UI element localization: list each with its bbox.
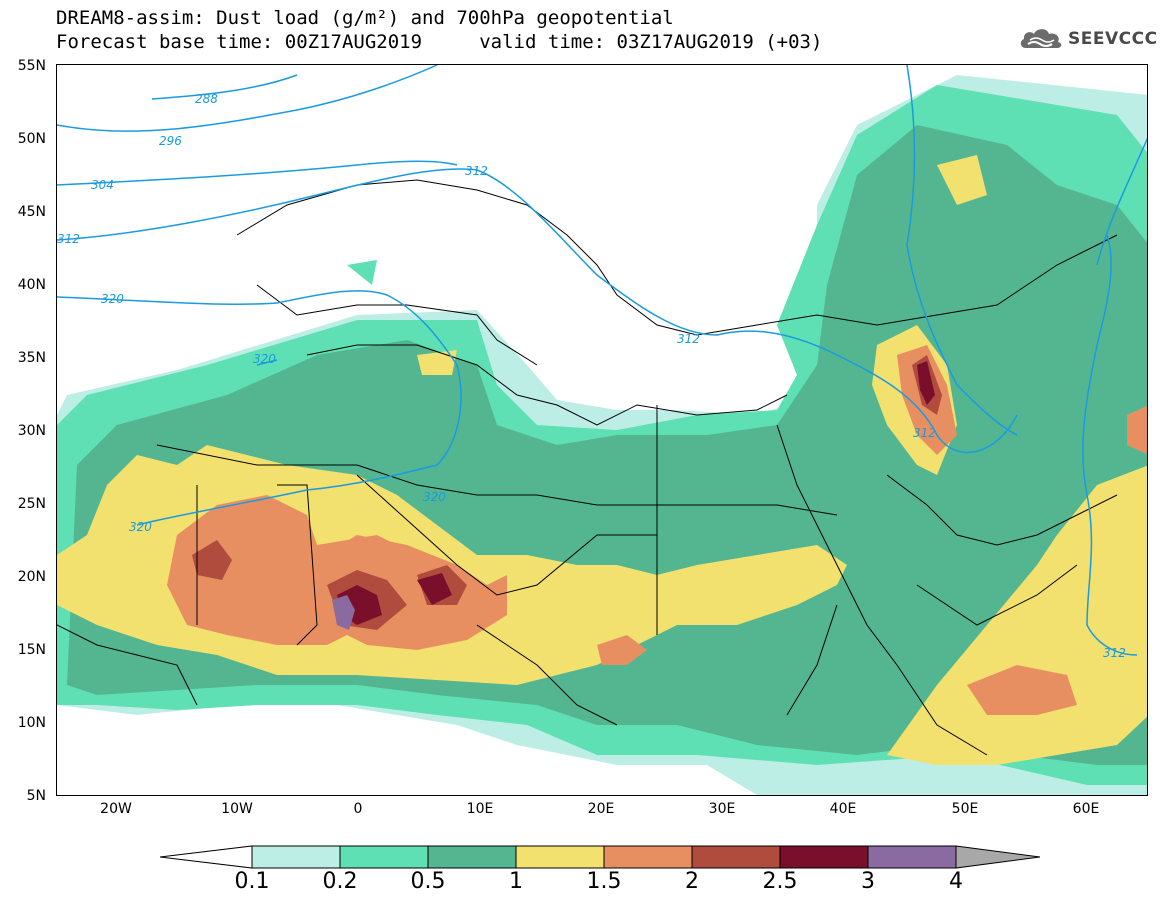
colorbar-bin-3-4 bbox=[867, 845, 957, 869]
colorbar-bin-2.5-3 bbox=[779, 845, 869, 869]
contour-label-320-spain: 320 bbox=[253, 352, 276, 366]
colorbar-label-0.1: 0.1 bbox=[234, 869, 270, 894]
contour-label-312-arabian-sea: 312 bbox=[1103, 646, 1126, 660]
lat-label-10n: 10N bbox=[17, 715, 46, 731]
lat-label-20n: 20N bbox=[17, 569, 46, 585]
colorbar-bin-0.2-0.5 bbox=[339, 845, 429, 869]
lon-label-0: 0 bbox=[353, 801, 363, 817]
lon-label-10e: 10E bbox=[466, 801, 494, 817]
lon-label-60e: 60E bbox=[1072, 801, 1100, 817]
contour-label-312-greece: 312 bbox=[677, 332, 700, 346]
colorbar-bin-2-2.5 bbox=[691, 845, 781, 869]
lat-label-50n: 50N bbox=[17, 131, 46, 147]
dust-field-3 bbox=[332, 595, 355, 630]
lat-label-35n: 35N bbox=[17, 350, 46, 366]
contour-label-312-iraq: 312 bbox=[913, 426, 936, 440]
contour-labels: 288 296 304 312 320 320 320 320 312 312 … bbox=[57, 92, 1126, 660]
map-panel: 288 296 304 312 320 320 320 320 312 312 … bbox=[56, 64, 1148, 796]
contour-label-288: 288 bbox=[195, 92, 218, 106]
lon-label-30e: 30E bbox=[708, 801, 736, 817]
lat-label-40n: 40N bbox=[17, 277, 46, 293]
colorbar-label-4: 4 bbox=[949, 869, 963, 894]
colorbar-over-arrow bbox=[955, 845, 1040, 869]
lat-label-55n: 55N bbox=[17, 58, 46, 74]
logo-text: SEEVCCC bbox=[1068, 29, 1158, 49]
colorbar-label-2: 2 bbox=[685, 869, 699, 894]
contour-label-320-west: 320 bbox=[101, 292, 124, 306]
colorbar-label-3: 3 bbox=[861, 869, 875, 894]
colorbar-under-arrow bbox=[160, 845, 253, 869]
contour-label-320-sahara: 320 bbox=[423, 490, 446, 504]
colorbar-bin-1-1.5 bbox=[515, 845, 605, 869]
colorbar-label-2.5: 2.5 bbox=[762, 869, 798, 894]
colorbar-label-0.2: 0.2 bbox=[322, 869, 358, 894]
lon-label-20w: 20W bbox=[100, 801, 132, 817]
colorbar-label-0.5: 0.5 bbox=[410, 869, 446, 894]
contour-label-312-west: 312 bbox=[57, 232, 80, 246]
contour-label-312-europe: 312 bbox=[465, 164, 488, 178]
lat-label-5n: 5N bbox=[26, 788, 46, 804]
colorbar-label-1.5: 1.5 bbox=[586, 869, 622, 894]
colorbar-label-1: 1 bbox=[509, 869, 523, 894]
lat-label-45n: 45N bbox=[17, 204, 46, 220]
cloud-icon bbox=[1020, 29, 1062, 48]
contour-label-320-atlantic: 320 bbox=[129, 520, 152, 534]
seevccc-logo: SEEVCCC bbox=[1018, 26, 1158, 52]
colorbar bbox=[160, 845, 1040, 869]
dust-load-map: 288 296 304 312 320 320 320 320 312 312 … bbox=[57, 65, 1147, 795]
lon-label-20e: 20E bbox=[587, 801, 615, 817]
lat-label-15n: 15N bbox=[17, 642, 46, 658]
contour-label-296: 296 bbox=[159, 134, 182, 148]
forecast-time-line: Forecast base time: 00Z17AUG2019 valid t… bbox=[56, 31, 823, 53]
lat-label-25n: 25N bbox=[17, 496, 46, 512]
contour-label-304: 304 bbox=[91, 178, 114, 192]
lon-label-50e: 50E bbox=[951, 801, 979, 817]
geopotential-contours bbox=[57, 65, 1147, 656]
colorbar-bin-0.1-0.2 bbox=[251, 845, 341, 869]
colorbar-bin-1.5-2 bbox=[603, 845, 693, 869]
country-borders bbox=[57, 179, 1118, 756]
lon-label-10w: 10W bbox=[221, 801, 253, 817]
map-title: DREAM8-assim: Dust load (g/m²) and 700hP… bbox=[56, 7, 674, 29]
lon-label-40e: 40E bbox=[829, 801, 857, 817]
lat-label-30n: 30N bbox=[17, 423, 46, 439]
colorbar-bin-0.5-1 bbox=[427, 845, 517, 869]
